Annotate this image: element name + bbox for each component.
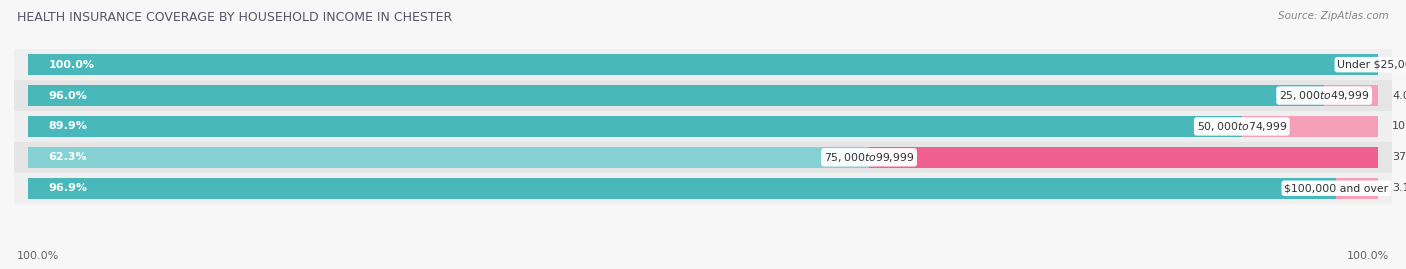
Text: 100.0%: 100.0%: [1347, 251, 1389, 261]
FancyBboxPatch shape: [14, 111, 1392, 142]
Text: 4.0%: 4.0%: [1392, 91, 1406, 101]
Bar: [28, 54, 1378, 75]
Text: Source: ZipAtlas.com: Source: ZipAtlas.com: [1278, 11, 1389, 21]
Text: 62.3%: 62.3%: [48, 152, 87, 162]
Text: 96.0%: 96.0%: [48, 91, 87, 101]
Text: $75,000 to $99,999: $75,000 to $99,999: [824, 151, 914, 164]
Text: $100,000 and over: $100,000 and over: [1284, 183, 1388, 193]
Bar: [28, 178, 1336, 199]
Text: 10.1%: 10.1%: [1392, 121, 1406, 132]
FancyBboxPatch shape: [14, 142, 1392, 173]
FancyBboxPatch shape: [14, 49, 1392, 80]
Bar: [28, 85, 1324, 106]
Text: 96.9%: 96.9%: [48, 183, 87, 193]
Text: 89.9%: 89.9%: [48, 121, 87, 132]
Bar: [1241, 116, 1378, 137]
Bar: [869, 147, 1378, 168]
Bar: [1336, 178, 1378, 199]
Text: 3.1%: 3.1%: [1392, 183, 1406, 193]
Text: 37.7%: 37.7%: [1392, 152, 1406, 162]
Bar: [1324, 85, 1378, 106]
Text: 100.0%: 100.0%: [17, 251, 59, 261]
Text: Under $25,000: Under $25,000: [1337, 60, 1406, 70]
Bar: [28, 116, 1241, 137]
Text: HEALTH INSURANCE COVERAGE BY HOUSEHOLD INCOME IN CHESTER: HEALTH INSURANCE COVERAGE BY HOUSEHOLD I…: [17, 11, 453, 24]
FancyBboxPatch shape: [14, 173, 1392, 204]
Text: 100.0%: 100.0%: [48, 60, 94, 70]
Bar: [28, 147, 869, 168]
Text: $25,000 to $49,999: $25,000 to $49,999: [1279, 89, 1369, 102]
Text: 0.0%: 0.0%: [1392, 60, 1406, 70]
FancyBboxPatch shape: [14, 80, 1392, 111]
Text: $50,000 to $74,999: $50,000 to $74,999: [1197, 120, 1286, 133]
